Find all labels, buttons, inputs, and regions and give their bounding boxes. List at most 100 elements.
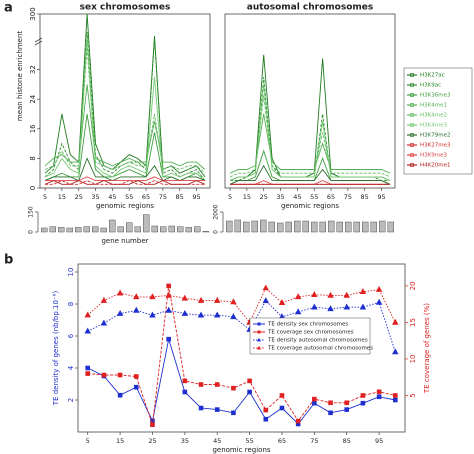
point — [198, 382, 204, 387]
point — [311, 303, 318, 310]
x-axis-label: genomic regions — [96, 202, 154, 210]
bar — [251, 220, 258, 233]
point — [100, 296, 108, 303]
point — [312, 400, 317, 406]
legend-label: TE density autosomal chromosomes — [267, 338, 368, 344]
point — [343, 291, 350, 298]
x-tick-label: 95 — [375, 437, 383, 445]
point — [214, 382, 220, 387]
plot-frame — [39, 13, 211, 189]
legend-label: H3K4me3 — [420, 123, 447, 129]
point — [149, 311, 156, 318]
x-tick-label: 65 — [327, 193, 335, 201]
y-tick-label: 10 — [67, 268, 75, 277]
point — [85, 365, 91, 371]
bar — [311, 221, 318, 233]
series-line — [45, 176, 205, 182]
legend-marker — [410, 153, 414, 157]
legend-marker — [410, 143, 414, 147]
series-line — [44, 84, 206, 170]
bar — [109, 219, 116, 233]
legend-marker — [410, 93, 414, 97]
point — [327, 291, 334, 298]
point — [328, 400, 333, 406]
y-axis-label: TE density of genes (nb/bp.10⁻⁶) — [52, 291, 60, 407]
point — [198, 405, 204, 411]
x-tick-label: 55 — [125, 193, 133, 201]
bar — [177, 226, 184, 233]
legend-label: H3K9ac — [420, 83, 441, 89]
series-line — [87, 339, 396, 425]
x-tick-label: 55 — [310, 193, 318, 201]
x-tick-label: 5 — [228, 193, 232, 201]
bar — [168, 225, 175, 233]
point — [230, 313, 237, 320]
x-tick-label: 85 — [176, 193, 184, 201]
y-tick-label: 8 — [29, 156, 37, 160]
x-tick-label: 65 — [278, 437, 286, 445]
point — [360, 393, 366, 398]
point — [133, 384, 139, 390]
point — [294, 293, 302, 300]
series-line — [44, 13, 206, 178]
x-tick-label: 75 — [344, 193, 352, 201]
point — [84, 311, 91, 318]
point — [279, 393, 285, 398]
point — [376, 394, 382, 400]
bar — [277, 222, 284, 233]
y-tick-label: 150 — [28, 206, 35, 218]
bar — [268, 221, 275, 233]
x-tick-label: 15 — [58, 193, 66, 201]
y-tick-label: 0 — [213, 230, 220, 234]
point — [133, 306, 140, 313]
bar — [362, 221, 369, 233]
y-tick-label: 0 — [29, 186, 37, 190]
legend-marker — [257, 322, 261, 326]
point — [213, 311, 221, 318]
point — [182, 389, 188, 395]
series-line — [229, 84, 391, 182]
series-line — [44, 47, 206, 174]
y2-axis-label: TE coverage of genes (%) — [423, 303, 431, 394]
point — [359, 303, 367, 310]
x-tick-label: 95 — [192, 193, 200, 201]
legend-label: H3K4me1 — [420, 103, 447, 109]
point — [231, 385, 236, 391]
legend-label: H3K79me2 — [420, 133, 450, 139]
y2-tick-label: 5 — [409, 393, 417, 397]
point — [230, 298, 237, 305]
point — [117, 392, 123, 398]
point — [84, 327, 91, 334]
point — [165, 306, 172, 313]
bar — [83, 226, 90, 233]
x-tick-label: 35 — [91, 193, 99, 201]
bar — [379, 220, 386, 233]
bar — [185, 227, 192, 233]
legend-label: TE coverage autosomal chromosomes — [267, 346, 373, 352]
series-line — [229, 54, 391, 182]
series-line — [45, 180, 205, 185]
point — [392, 397, 398, 403]
point — [197, 311, 205, 318]
x-tick-label: 15 — [243, 193, 251, 201]
bar — [126, 222, 133, 233]
bar — [336, 221, 343, 233]
bar — [75, 227, 82, 233]
series-line — [87, 287, 396, 324]
legend-label: H3K36me3 — [420, 93, 451, 99]
chart-title: autosomal chromosomes — [247, 3, 373, 13]
x-tick-label: 35 — [276, 193, 284, 201]
x-tick-label: 25 — [148, 437, 156, 445]
y-tick-label: 32 — [29, 65, 37, 74]
x-tick-label: 25 — [260, 193, 268, 201]
legend-marker — [410, 133, 414, 137]
bar — [319, 221, 326, 233]
bar — [243, 221, 250, 233]
point — [263, 416, 269, 422]
x-tick-label: 75 — [159, 193, 167, 201]
point — [344, 407, 350, 412]
point — [116, 289, 124, 296]
point — [85, 371, 91, 376]
y-tick-label: 0 — [28, 230, 35, 234]
bar — [100, 227, 107, 233]
